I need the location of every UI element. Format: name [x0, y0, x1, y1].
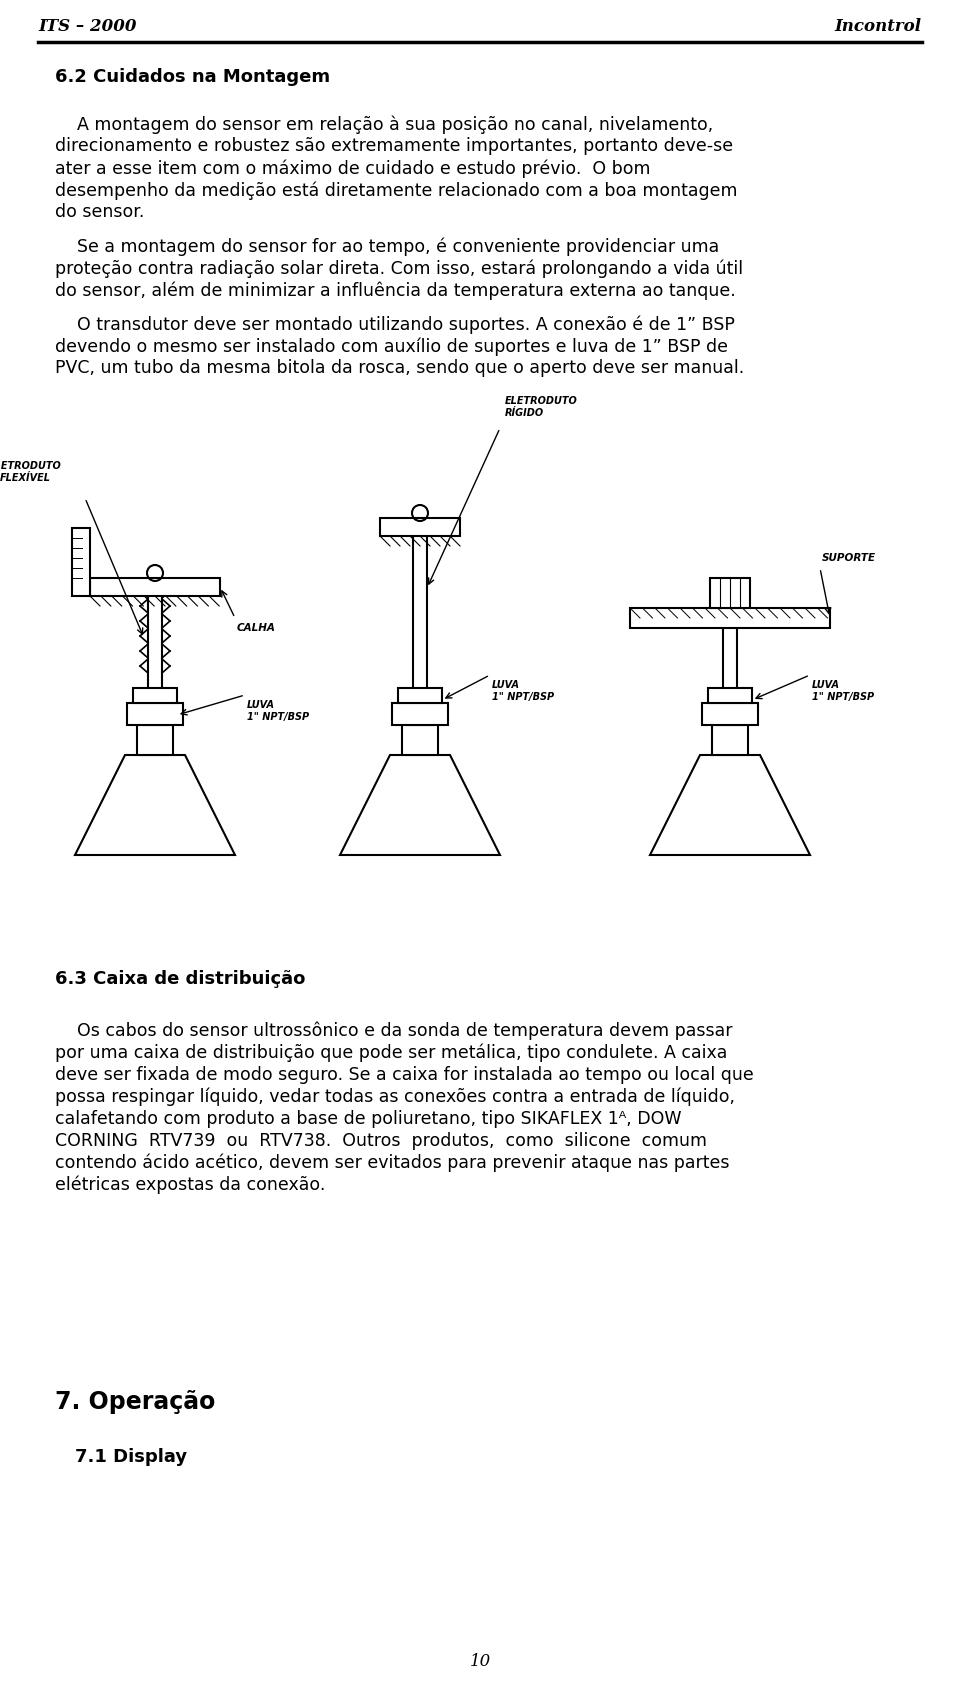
Text: contendo ácido acético, devem ser evitados para prevenir ataque nas partes: contendo ácido acético, devem ser evitad… — [55, 1154, 730, 1173]
Bar — [90, 578, 220, 597]
Polygon shape — [127, 704, 183, 724]
Text: O transdutor deve ser montado utilizando suportes. A conexão é de 1” BSP: O transdutor deve ser montado utilizando… — [55, 314, 734, 333]
Text: 7. Operação: 7. Operação — [55, 1391, 215, 1414]
Text: deve ser fixada de modo seguro. Se a caixa for instalada ao tempo ou local que: deve ser fixada de modo seguro. Se a cai… — [55, 1066, 754, 1085]
Text: LUVA
1" NPT/BSP: LUVA 1" NPT/BSP — [812, 680, 875, 702]
Polygon shape — [702, 704, 758, 724]
Text: por uma caixa de distribuição que pode ser metálica, tipo condulete. A caixa: por uma caixa de distribuição que pode s… — [55, 1044, 728, 1062]
Text: devendo o mesmo ser instalado com auxílio de suportes e luva de 1” BSP de: devendo o mesmo ser instalado com auxíli… — [55, 337, 728, 355]
Text: do sensor, além de minimizar a influência da temperatura externa ao tanque.: do sensor, além de minimizar a influênci… — [55, 280, 735, 299]
Text: Incontrol: Incontrol — [835, 19, 922, 36]
Text: LUVA
1" NPT/BSP: LUVA 1" NPT/BSP — [247, 700, 309, 721]
Text: 7.1 Display: 7.1 Display — [75, 1448, 187, 1465]
Text: CALHA: CALHA — [237, 622, 276, 632]
Bar — [72, 529, 90, 597]
Text: 6.3 Caixa de distribuição: 6.3 Caixa de distribuição — [55, 971, 305, 988]
Text: Os cabos do sensor ultrossônico e da sonda de temperatura devem passar: Os cabos do sensor ultrossônico e da son… — [55, 1022, 732, 1040]
Polygon shape — [398, 688, 442, 704]
Text: ELETRODUTO
FLEXÍVEL: ELETRODUTO FLEXÍVEL — [0, 461, 61, 483]
Polygon shape — [708, 688, 752, 704]
Text: A montagem do sensor em relação à sua posição no canal, nivelamento,: A montagem do sensor em relação à sua po… — [55, 116, 713, 134]
Polygon shape — [650, 755, 810, 855]
Text: PVC, um tubo da mesma bitola da rosca, sendo que o aperto deve ser manual.: PVC, um tubo da mesma bitola da rosca, s… — [55, 359, 744, 377]
Bar — [380, 518, 460, 536]
Bar — [710, 578, 750, 609]
Text: LUVA
1" NPT/BSP: LUVA 1" NPT/BSP — [492, 680, 554, 702]
Polygon shape — [137, 724, 173, 755]
Text: desempenho da medição está diretamente relacionado com a boa montagem: desempenho da medição está diretamente r… — [55, 180, 737, 199]
Polygon shape — [340, 755, 500, 855]
Polygon shape — [133, 688, 177, 704]
Text: ater a esse item com o máximo de cuidado e estudo prévio.  O bom: ater a esse item com o máximo de cuidado… — [55, 160, 651, 177]
Text: proteção contra radiação solar direta. Com isso, estará prolongando a vida útil: proteção contra radiação solar direta. C… — [55, 258, 743, 277]
Text: ITS – 2000: ITS – 2000 — [38, 19, 136, 36]
Polygon shape — [392, 704, 448, 724]
Polygon shape — [75, 755, 235, 855]
Text: Se a montagem do sensor for ao tempo, é conveniente providenciar uma: Se a montagem do sensor for ao tempo, é … — [55, 236, 719, 255]
Text: SUPORTE: SUPORTE — [822, 552, 876, 563]
Text: ELETRODUTO
RÍGIDO: ELETRODUTO RÍGIDO — [505, 396, 578, 418]
Polygon shape — [402, 724, 438, 755]
Text: possa respingar líquido, vedar todas as conexões contra a entrada de líquido,: possa respingar líquido, vedar todas as … — [55, 1088, 735, 1107]
Text: 10: 10 — [469, 1652, 491, 1669]
Text: do sensor.: do sensor. — [55, 202, 144, 221]
Text: calafetando com produto a base de poliuretano, tipo SIKAFLEX 1ᴬ, DOW: calafetando com produto a base de poliur… — [55, 1110, 682, 1129]
Text: elétricas expostas da conexão.: elétricas expostas da conexão. — [55, 1176, 325, 1195]
Bar — [630, 609, 830, 627]
Polygon shape — [712, 724, 748, 755]
Text: CORNING  RTV739  ou  RTV738.  Outros  produtos,  como  silicone  comum: CORNING RTV739 ou RTV738. Outros produto… — [55, 1132, 707, 1149]
Text: 6.2 Cuidados na Montagem: 6.2 Cuidados na Montagem — [55, 68, 330, 87]
Text: direcionamento e robustez são extremamente importantes, portanto deve-se: direcionamento e robustez são extremamen… — [55, 138, 733, 155]
